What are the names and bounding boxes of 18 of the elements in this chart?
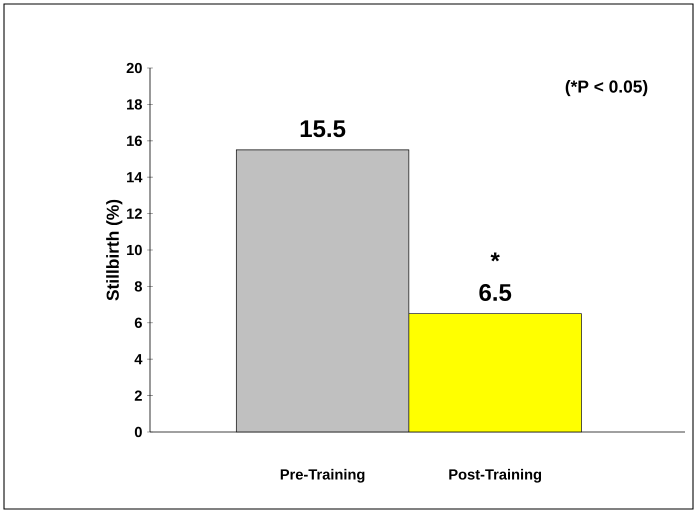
y-tick-label: 20 xyxy=(126,62,142,74)
annotation: (*P < 0.05) xyxy=(566,80,648,96)
y-tick-label: 18 xyxy=(127,99,142,110)
y-tick-label: 0 xyxy=(134,426,142,438)
y-axis-title: Stillbirth (%) xyxy=(106,200,122,301)
y-tick-label: 8 xyxy=(134,281,142,292)
y-tick-label: 16 xyxy=(127,136,142,146)
y-tick-label: 10 xyxy=(127,244,142,256)
x-tick-label: Post-Training xyxy=(449,468,542,483)
annotation: * xyxy=(490,252,500,262)
data-label: 15.5 xyxy=(300,120,346,138)
x-tick-label: Pre-Training xyxy=(280,468,364,483)
y-tick-label: 2 xyxy=(134,390,142,401)
y-tick-label: 12 xyxy=(127,208,142,219)
data-label: 6.5 xyxy=(479,284,512,301)
y-tick-label: 4 xyxy=(134,354,142,364)
y-tick-label: 14 xyxy=(127,172,142,182)
y-tick-label: 6 xyxy=(134,318,142,328)
